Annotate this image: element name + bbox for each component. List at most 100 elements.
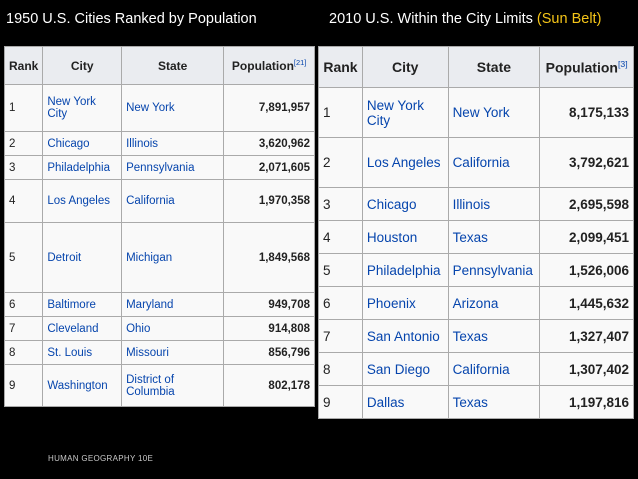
state-link[interactable]: Arizona — [447, 286, 541, 320]
city-link[interactable]: Philadelphia — [361, 253, 449, 287]
col-header-city[interactable]: City — [42, 46, 123, 85]
state-link[interactable]: Pennsylvania — [121, 155, 225, 180]
state-link[interactable]: Texas — [447, 385, 541, 419]
rank-cell: 8 — [318, 352, 363, 386]
table-row: 4 Houston Texas 2,099,451 — [318, 220, 634, 254]
state-link[interactable]: Texas — [447, 319, 541, 353]
rank-cell: 2 — [318, 137, 363, 188]
col-header-rank[interactable]: Rank — [318, 46, 363, 88]
rank-cell: 9 — [318, 385, 363, 419]
population-cell: 914,808 — [223, 316, 315, 341]
state-link[interactable]: Ohio — [121, 316, 225, 341]
city-link[interactable]: San Antonio — [361, 319, 449, 353]
rank-cell: 9 — [3, 364, 44, 407]
col-header-state[interactable]: State — [121, 46, 225, 85]
table-row: 7 Cleveland Ohio 914,808 — [3, 316, 315, 341]
population-header-label: Population — [231, 59, 294, 73]
rank-cell: 1 — [318, 87, 363, 138]
population-cell: 2,071,605 — [223, 155, 315, 180]
table-row: 9 Washington District of Columbia 802,178 — [3, 364, 315, 407]
rank-cell: 2 — [3, 131, 44, 156]
table-row: 1 New York City New York 8,175,133 — [318, 87, 634, 138]
population-cell: 949,708 — [223, 292, 315, 317]
state-link[interactable]: New York — [121, 84, 225, 132]
table-row: 6 Baltimore Maryland 949,708 — [3, 292, 315, 317]
rank-cell: 7 — [318, 319, 363, 353]
city-link[interactable]: Washington — [42, 364, 123, 407]
table-row: 7 San Antonio Texas 1,327,407 — [318, 319, 634, 353]
rank-cell: 3 — [3, 155, 44, 180]
city-link[interactable]: Detroit — [42, 222, 123, 293]
state-link[interactable]: California — [447, 352, 541, 386]
population-cell: 1,526,006 — [539, 253, 634, 287]
state-link[interactable]: Illinois — [447, 187, 541, 221]
population-cell: 7,891,957 — [223, 84, 315, 132]
rank-cell: 6 — [3, 292, 44, 317]
state-link[interactable]: Illinois — [121, 131, 225, 156]
city-link[interactable]: New York City — [42, 84, 123, 132]
reference-link[interactable]: [3] — [617, 58, 628, 69]
population-header-label: Population — [545, 59, 618, 76]
col-header-state[interactable]: State — [447, 46, 541, 88]
state-link[interactable]: Michigan — [121, 222, 225, 293]
sun-belt-label: (Sun Belt) — [536, 11, 602, 27]
city-link[interactable]: Philadelphia — [42, 155, 123, 180]
population-cell: 1,327,407 — [539, 319, 634, 353]
col-header-population[interactable]: Population[21] — [223, 46, 315, 85]
population-cell: 1,970,358 — [223, 179, 315, 223]
state-link[interactable]: California — [121, 179, 225, 223]
population-cell: 856,796 — [223, 340, 315, 365]
col-header-city[interactable]: City — [361, 46, 449, 88]
population-cell: 3,620,962 — [223, 131, 315, 156]
population-cell: 1,445,632 — [539, 286, 634, 320]
table-row: 1 New York City New York 7,891,957 — [3, 84, 315, 132]
state-link[interactable]: Pennsylvania — [447, 253, 541, 287]
table-row: 5 Philadelphia Pennsylvania 1,526,006 — [318, 253, 634, 287]
left-slide-title: 1950 U.S. Cities Ranked by Population — [6, 11, 257, 27]
rank-cell: 5 — [318, 253, 363, 287]
rank-cell: 5 — [3, 222, 44, 293]
footer-book-title: HUMAN GEOGRAPHY 10E — [48, 454, 154, 463]
state-link[interactable]: Missouri — [121, 340, 225, 365]
table-header-row: Rank City State Population[21] — [3, 46, 315, 85]
col-header-rank[interactable]: Rank — [3, 46, 44, 85]
city-link[interactable]: Los Angeles — [361, 137, 449, 188]
state-link[interactable]: New York — [447, 87, 541, 138]
city-link[interactable]: New York City — [361, 87, 449, 138]
state-link[interactable]: California — [447, 137, 541, 188]
population-cell: 2,695,598 — [539, 187, 634, 221]
rank-cell: 1 — [3, 84, 44, 132]
table-row: 8 San Diego California 1,307,402 — [318, 352, 634, 386]
city-link[interactable]: Los Angeles — [42, 179, 123, 223]
rank-cell: 3 — [318, 187, 363, 221]
table-row: 9 Dallas Texas 1,197,816 — [318, 385, 634, 419]
rank-cell: 6 — [318, 286, 363, 320]
table-2010-cities: Rank City State Population[3] 1 New York … — [318, 46, 634, 419]
city-link[interactable]: San Diego — [361, 352, 449, 386]
col-header-population[interactable]: Population[3] — [539, 46, 634, 88]
population-cell: 2,099,451 — [539, 220, 634, 254]
table-row: 2 Los Angeles California 3,792,621 — [318, 137, 634, 188]
city-link[interactable]: Phoenix — [361, 286, 449, 320]
population-cell: 3,792,621 — [539, 137, 634, 188]
city-link[interactable]: Baltimore — [42, 292, 123, 317]
city-link[interactable]: Dallas — [361, 385, 449, 419]
table-row: 3 Philadelphia Pennsylvania 2,071,605 — [3, 155, 315, 180]
table-row: 8 St. Louis Missouri 856,796 — [3, 340, 315, 365]
rank-cell: 8 — [3, 340, 44, 365]
rank-cell: 4 — [318, 220, 363, 254]
state-link[interactable]: District of Columbia — [121, 364, 225, 407]
city-link[interactable]: Houston — [361, 220, 449, 254]
right-title-main: 2010 U.S. Within the City Limits — [329, 11, 533, 27]
city-link[interactable]: Chicago — [361, 187, 449, 221]
population-cell: 8,175,133 — [539, 87, 634, 138]
rank-cell: 7 — [3, 316, 44, 341]
city-link[interactable]: Chicago — [42, 131, 123, 156]
state-link[interactable]: Maryland — [121, 292, 225, 317]
city-link[interactable]: Cleveland — [42, 316, 123, 341]
population-cell: 1,307,402 — [539, 352, 634, 386]
city-link[interactable]: St. Louis — [42, 340, 123, 365]
state-link[interactable]: Texas — [447, 220, 541, 254]
reference-link[interactable]: [21] — [293, 58, 307, 67]
table-1950-cities: Rank City State Population[21] 1 New York… — [3, 46, 315, 407]
